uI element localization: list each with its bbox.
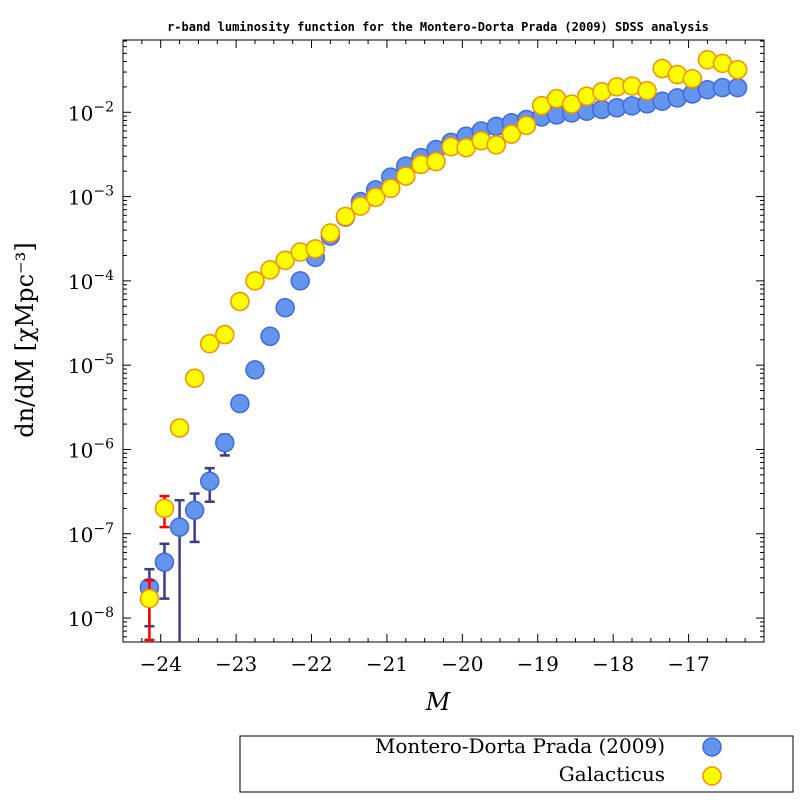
x-tick-label: −23 — [215, 652, 257, 676]
legend-box — [239, 735, 794, 793]
y-tick-label: 10−8 — [68, 605, 114, 631]
legend-label-galacticus: Galacticus — [559, 762, 665, 786]
data-point — [305, 239, 326, 259]
data-point — [501, 124, 522, 144]
data-point — [230, 291, 250, 312]
chart-title: r-band luminosity function for the Monte… — [167, 20, 709, 34]
data-point — [184, 500, 205, 521]
y-tick-label: 10−2 — [68, 99, 114, 125]
data-point — [275, 250, 295, 271]
data-point — [215, 433, 235, 453]
data-point — [154, 498, 175, 519]
data-point — [199, 471, 220, 491]
data-point — [396, 166, 416, 186]
data-point — [215, 324, 235, 345]
x-tick-labels: −24 −23 −22 −21 −20 −19 −18 −17 — [140, 652, 710, 676]
data-point — [260, 260, 280, 280]
x-tick-label: −17 — [667, 652, 709, 676]
data-point — [637, 81, 657, 101]
series-galacticus — [139, 49, 748, 642]
data-point — [350, 196, 371, 216]
y-tick-labels: 10−8 10−7 10−6 10−5 10−4 10−3 10−2 — [68, 99, 114, 631]
data-point — [727, 59, 748, 80]
y-tick-label: 10−5 — [68, 352, 114, 378]
data-point — [516, 115, 537, 136]
data-point — [320, 223, 341, 243]
data-point — [682, 68, 703, 89]
x-axis-label: M — [425, 688, 452, 716]
x-tick-label: −21 — [366, 652, 408, 676]
y-axis-label: dn/dM [χMpc⁻³] — [11, 242, 39, 437]
legend-marker-montero-dorta — [702, 737, 722, 757]
data-point — [365, 187, 386, 208]
data-point — [169, 418, 190, 438]
data-point — [139, 588, 160, 609]
x-tick-label: −22 — [290, 652, 332, 676]
data-point — [335, 206, 356, 227]
x-tick-label: −18 — [592, 652, 634, 676]
data-point — [561, 94, 582, 114]
data-point — [380, 178, 401, 199]
data-point — [169, 517, 190, 537]
data-point — [245, 271, 265, 291]
data-point — [230, 393, 250, 414]
legend-marker-galacticus — [702, 766, 722, 786]
data-point — [154, 552, 175, 572]
x-tick-label: −19 — [517, 652, 559, 676]
y-tick-label: 10−3 — [68, 184, 114, 210]
plot-area — [122, 39, 765, 643]
data-point — [245, 360, 265, 380]
legend-label-montero-dorta: Montero-Dorta Prada (2009) — [375, 734, 665, 758]
data-point — [275, 297, 295, 318]
data-point — [199, 333, 220, 354]
data-point — [184, 368, 205, 388]
y-tick-label: 10−4 — [68, 268, 114, 294]
axis-ticks — [122, 40, 765, 642]
data-point — [727, 77, 748, 98]
data-point — [426, 151, 446, 172]
legend: Montero-Dorta Prada (2009) Galacticus — [239, 734, 794, 793]
x-tick-label: −20 — [441, 652, 483, 676]
x-tick-label: −24 — [140, 652, 182, 676]
data-series — [139, 49, 748, 642]
y-tick-label: 10−7 — [68, 521, 114, 547]
data-point — [290, 271, 310, 291]
data-point — [486, 135, 507, 155]
data-point — [260, 326, 280, 347]
y-tick-label: 10−6 — [68, 436, 114, 462]
